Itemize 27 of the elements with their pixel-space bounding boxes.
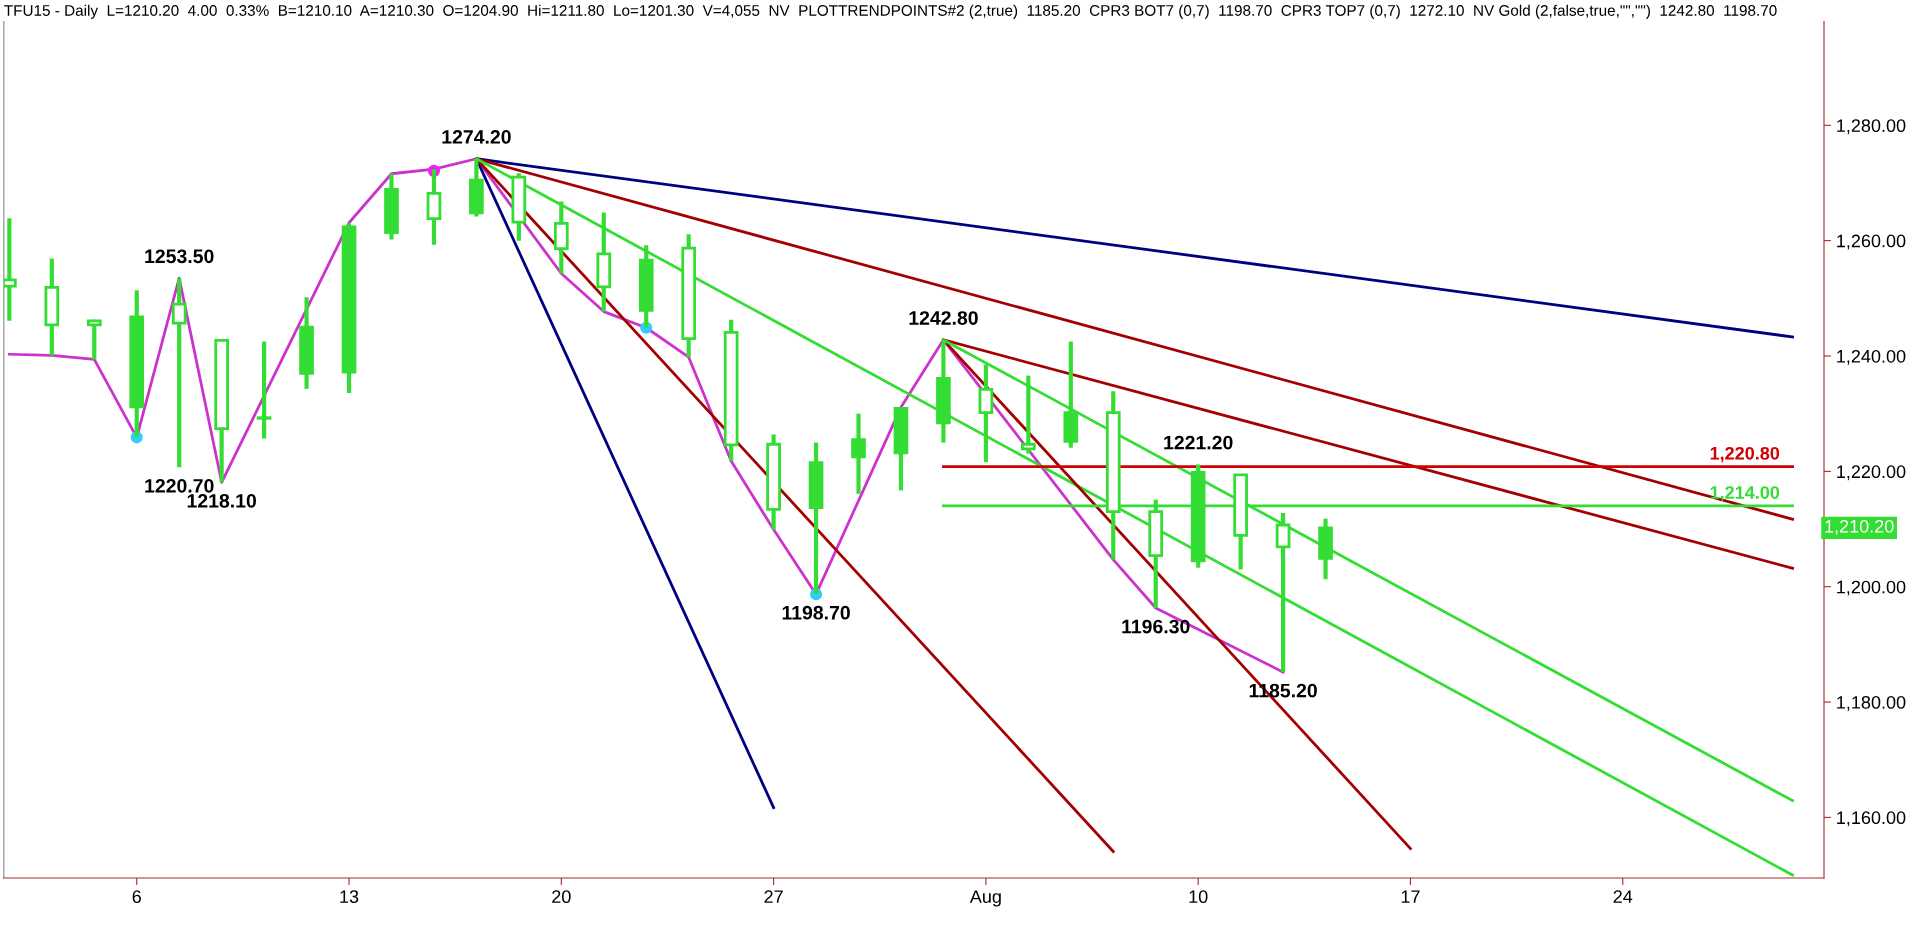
x-tick-label: 6 — [132, 890, 141, 904]
x-tick-label: 13 — [340, 890, 359, 904]
y-tick-label: 1,200.00 — [1837, 580, 1906, 596]
annotation: 1220.70 — [145, 478, 214, 493]
series-label: 1,220.80 — [1710, 446, 1780, 463]
x-tick-label: 17 — [1401, 890, 1420, 903]
text: 1,210.20 — [1825, 519, 1894, 535]
annotation: 1196.30 — [1122, 619, 1190, 634]
y-tick-label: 1,240.00 — [1837, 349, 1906, 365]
y-tick-label: 1,220.00 — [1837, 465, 1906, 481]
y-tick-label: 1,260.00 — [1837, 234, 1906, 250]
x-tick-label: 24 — [1613, 890, 1633, 903]
annotation: 1198.70 — [782, 605, 850, 620]
x-tick-label: 10 — [1189, 890, 1208, 904]
x-tick-label: 27 — [764, 890, 783, 903]
y-tick-label: 1,160.00 — [1837, 811, 1906, 827]
annotation: 1218.10 — [187, 493, 256, 508]
y-tick-label: 1,280.00 — [1837, 119, 1906, 135]
annotation: 1221.20 — [1164, 435, 1233, 450]
annotation: 1242.80 — [909, 311, 978, 325]
series-label: 1,214.00 — [1710, 486, 1780, 502]
x-tick-label: Aug — [969, 890, 1001, 907]
annotation: 1253.50 — [145, 249, 214, 264]
chart-title: TFU15 - Daily L=1210.20 4.00 0.33% B=1210.10 A=1210.30 O=1204.90 Hi=1211.80 Lo=1201.30 V=4,055 NV PLOTTRENDPOINTS#2 (2,true) 1185.20 CPR3 BOT7 (0,7) 1198.70 CPR3 TOP7 (0,7) 1272.10 NV Gold (2,false,true,"","") 1242.80 1198.70 — [4, 4, 1777, 19]
annotation: 1274.20 — [442, 130, 511, 144]
x-tick-label: 20 — [552, 890, 571, 904]
y-tick-label: 1,180.00 — [1837, 695, 1906, 711]
